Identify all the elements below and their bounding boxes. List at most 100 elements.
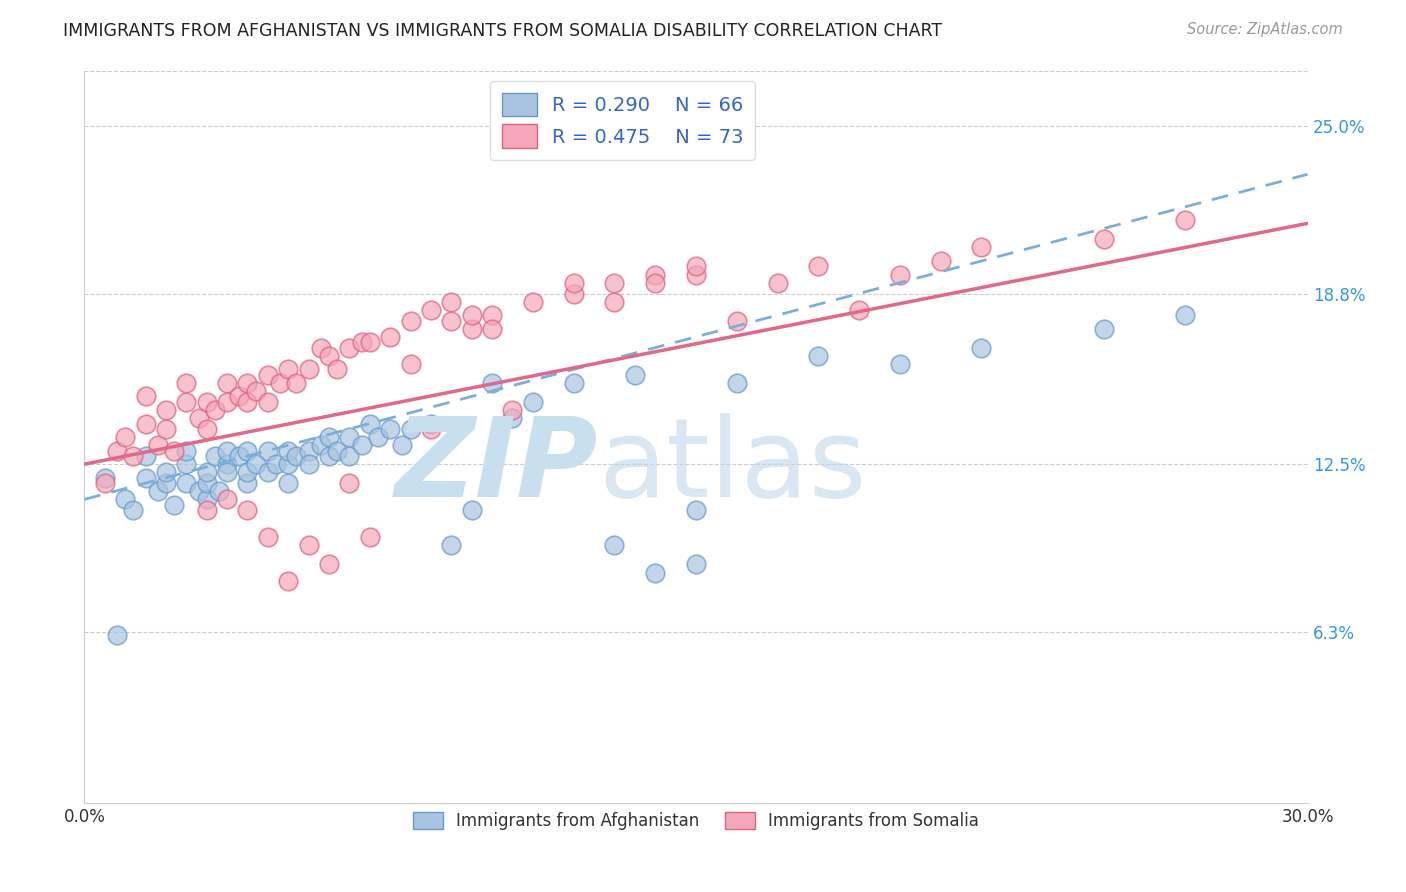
Point <box>562 286 585 301</box>
Point <box>318 558 340 572</box>
Point <box>1174 213 1197 227</box>
Point <box>195 395 218 409</box>
Point <box>236 376 259 390</box>
Point <box>562 276 585 290</box>
Point <box>685 268 707 282</box>
Point <box>391 438 413 452</box>
Point <box>155 465 177 479</box>
Point <box>367 430 389 444</box>
Text: IMMIGRANTS FROM AFGHANISTAN VS IMMIGRANTS FROM SOMALIA DISABILITY CORRELATION CH: IMMIGRANTS FROM AFGHANISTAN VS IMMIGRANT… <box>63 22 942 40</box>
Point <box>522 395 544 409</box>
Point <box>889 357 911 371</box>
Point <box>236 443 259 458</box>
Point <box>204 449 226 463</box>
Point <box>1174 308 1197 322</box>
Point <box>217 465 239 479</box>
Point <box>807 349 830 363</box>
Point <box>93 476 115 491</box>
Point <box>562 376 585 390</box>
Point <box>298 538 321 552</box>
Point <box>277 476 299 491</box>
Point <box>624 368 647 382</box>
Point <box>359 530 381 544</box>
Point <box>174 476 197 491</box>
Point <box>195 503 218 517</box>
Point <box>359 335 381 350</box>
Point <box>236 503 259 517</box>
Point <box>309 438 332 452</box>
Point <box>217 376 239 390</box>
Point <box>326 362 349 376</box>
Point <box>277 574 299 588</box>
Point <box>122 449 145 463</box>
Point <box>257 368 280 382</box>
Point <box>380 422 402 436</box>
Point <box>440 294 463 309</box>
Text: atlas: atlas <box>598 413 866 520</box>
Point <box>236 476 259 491</box>
Point <box>257 465 280 479</box>
Point <box>174 376 197 390</box>
Point <box>522 294 544 309</box>
Point <box>146 438 169 452</box>
Point <box>277 362 299 376</box>
Point <box>122 503 145 517</box>
Point <box>285 449 308 463</box>
Point <box>217 443 239 458</box>
Point <box>603 276 626 290</box>
Point <box>1092 232 1115 246</box>
Point <box>440 538 463 552</box>
Point <box>298 457 321 471</box>
Point <box>257 395 280 409</box>
Point <box>105 628 128 642</box>
Point <box>970 341 993 355</box>
Point <box>339 341 361 355</box>
Point <box>318 430 340 444</box>
Point <box>228 449 250 463</box>
Point <box>285 376 308 390</box>
Point <box>350 438 373 452</box>
Point <box>174 395 197 409</box>
Point <box>135 417 157 431</box>
Point <box>603 294 626 309</box>
Point <box>217 457 239 471</box>
Point <box>163 443 186 458</box>
Point <box>135 389 157 403</box>
Point <box>114 492 136 507</box>
Point <box>481 376 503 390</box>
Point <box>135 449 157 463</box>
Point <box>644 268 666 282</box>
Point <box>93 471 115 485</box>
Point <box>277 443 299 458</box>
Point <box>420 422 443 436</box>
Point <box>105 443 128 458</box>
Point <box>725 376 748 390</box>
Point <box>236 395 259 409</box>
Point <box>380 330 402 344</box>
Point <box>644 276 666 290</box>
Point <box>174 443 197 458</box>
Point <box>807 260 830 274</box>
Point <box>187 411 209 425</box>
Point <box>195 422 218 436</box>
Point <box>155 403 177 417</box>
Point <box>228 389 250 403</box>
Point <box>461 322 484 336</box>
Point <box>257 530 280 544</box>
Point <box>245 457 267 471</box>
Point <box>461 308 484 322</box>
Point <box>339 476 361 491</box>
Point <box>135 471 157 485</box>
Point <box>399 422 422 436</box>
Point <box>339 449 361 463</box>
Point <box>359 417 381 431</box>
Point <box>502 411 524 425</box>
Point <box>481 308 503 322</box>
Point <box>318 449 340 463</box>
Point <box>326 443 349 458</box>
Point <box>277 457 299 471</box>
Point <box>298 362 321 376</box>
Point <box>195 492 218 507</box>
Text: ZIP: ZIP <box>395 413 598 520</box>
Point <box>399 313 422 327</box>
